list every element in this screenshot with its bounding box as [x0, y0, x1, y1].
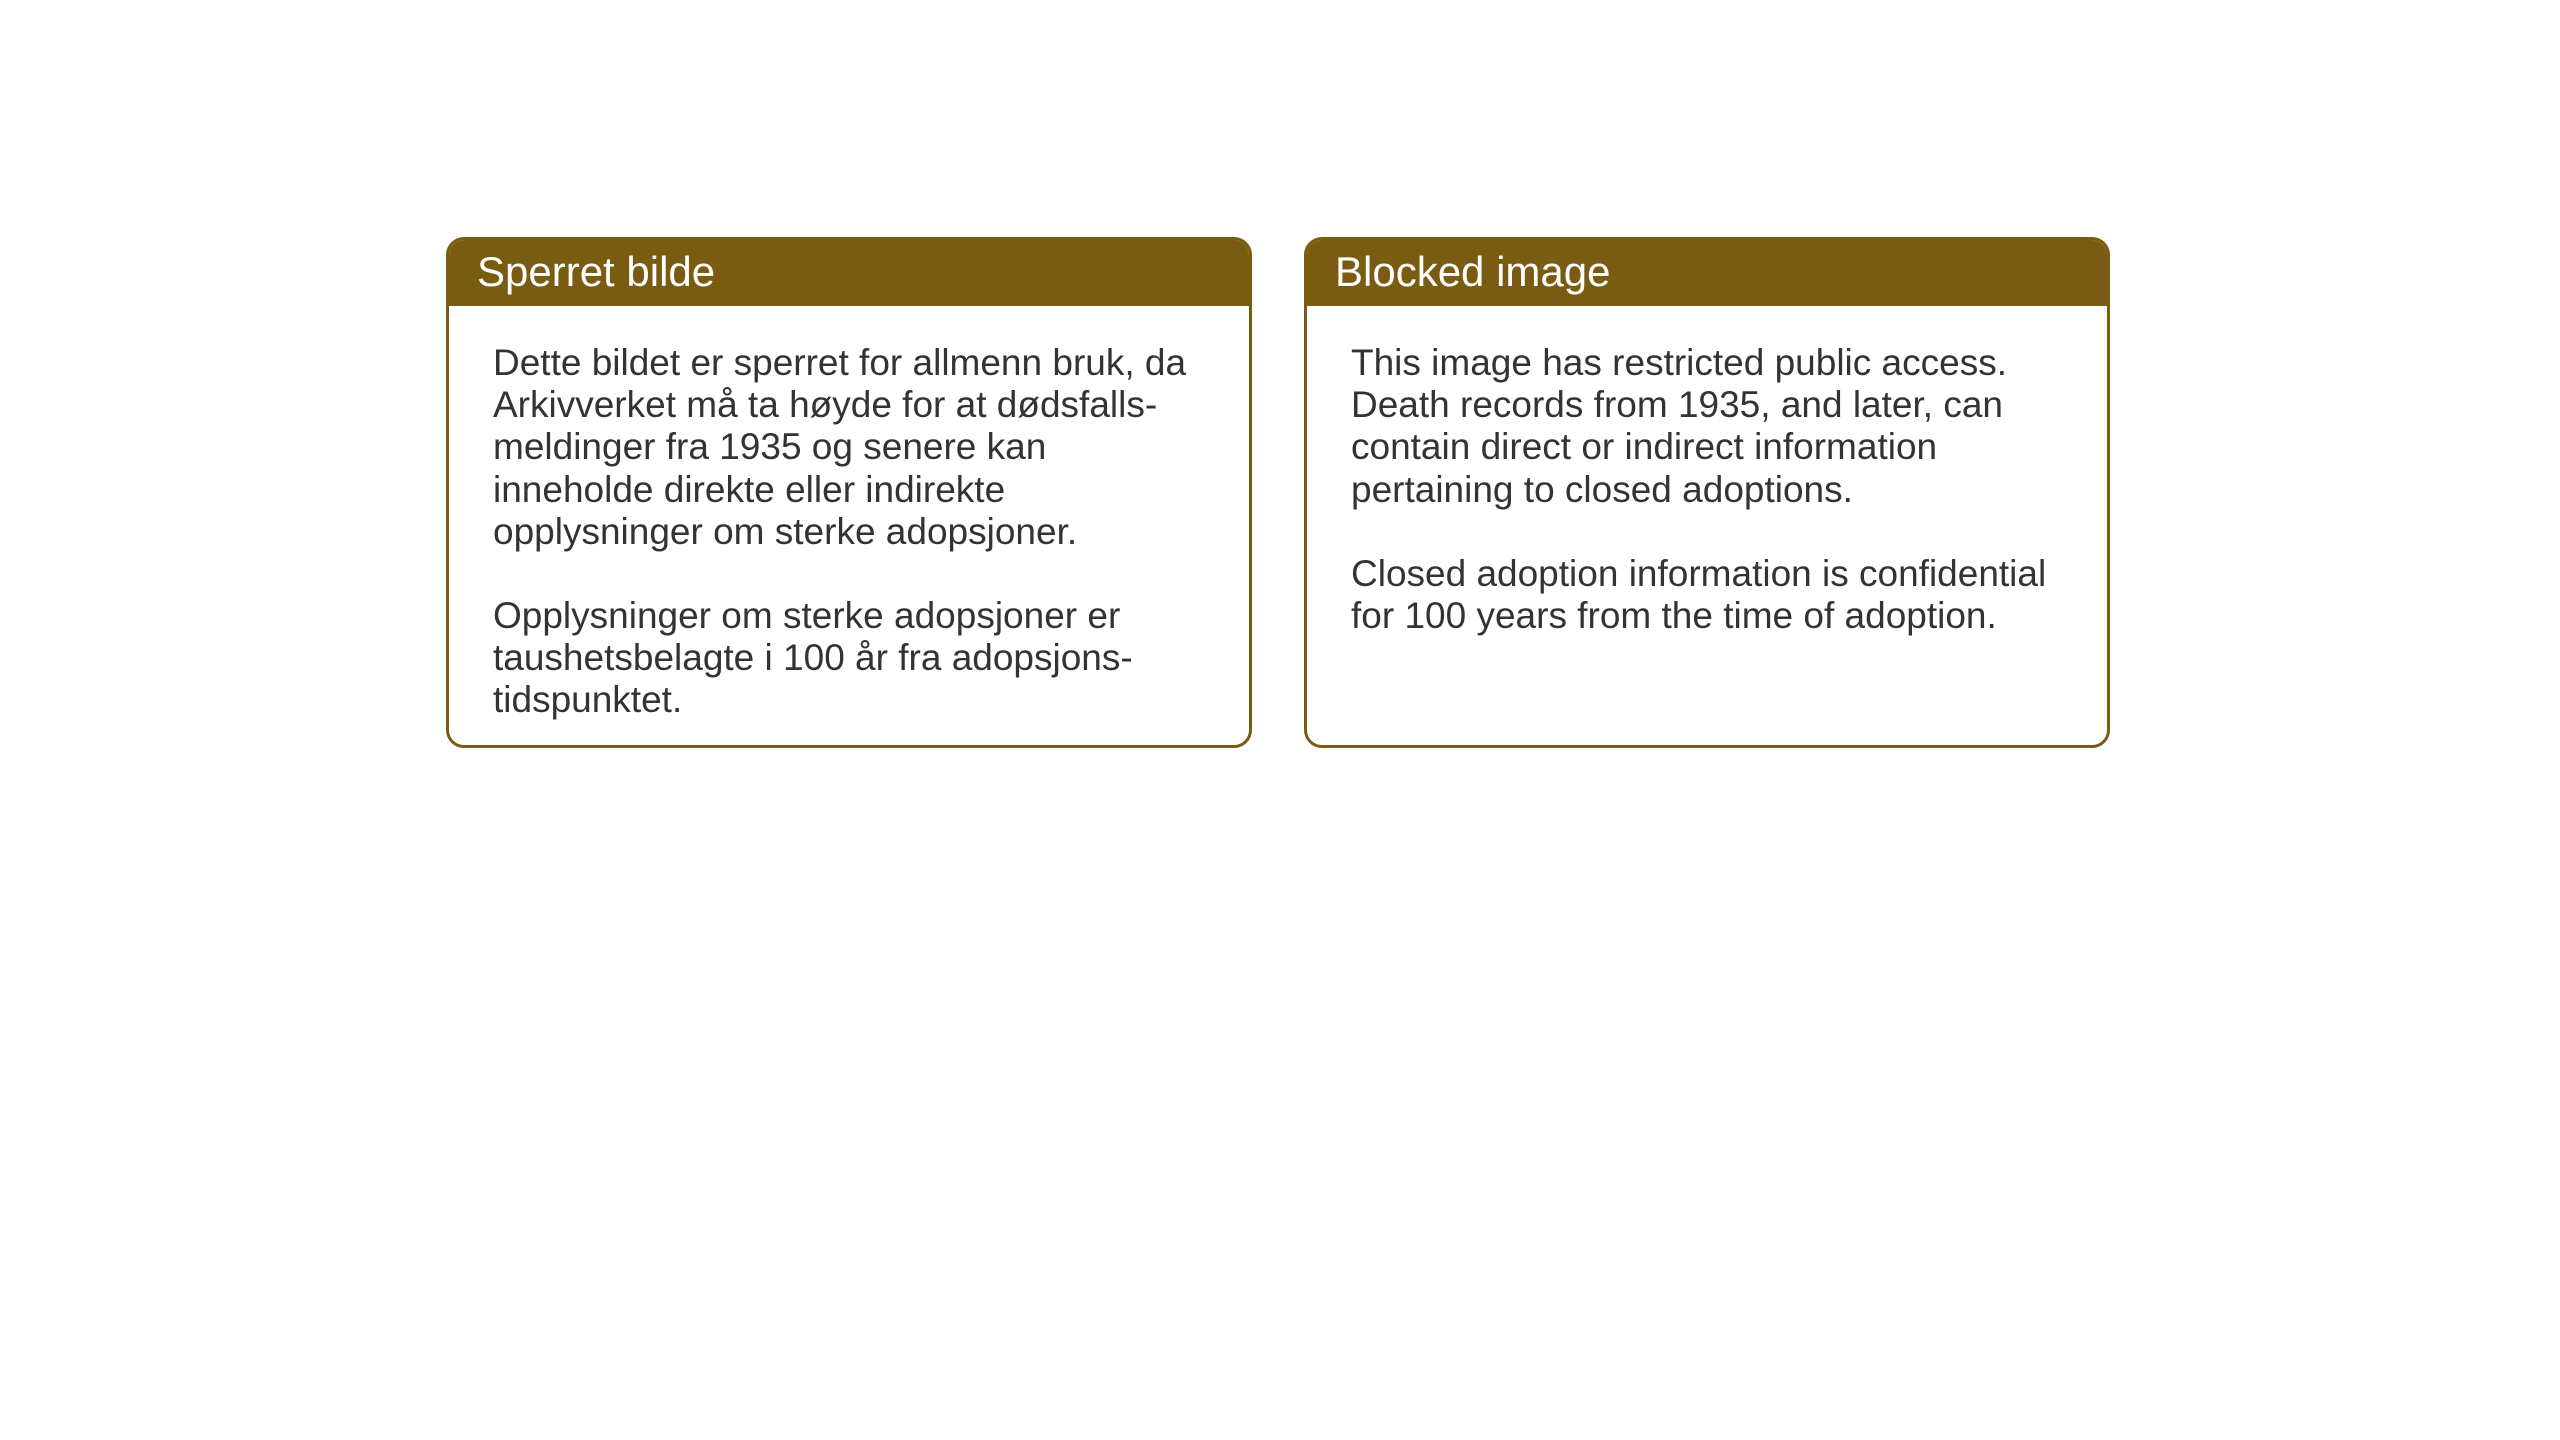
card-english: Blocked image This image has restricted … [1304, 237, 2110, 748]
card-body-norwegian: Dette bildet er sperret for allmenn bruk… [449, 306, 1249, 748]
card-norwegian: Sperret bilde Dette bildet er sperret fo… [446, 237, 1252, 748]
card-title-norwegian: Sperret bilde [477, 248, 715, 295]
card-para2-norwegian: Opplysninger om sterke adopsjoner er tau… [493, 595, 1205, 722]
cards-container: Sperret bilde Dette bildet er sperret fo… [446, 237, 2110, 748]
card-body-english: This image has restricted public access.… [1307, 306, 2107, 673]
card-header-english: Blocked image [1307, 240, 2107, 306]
card-para2-english: Closed adoption information is confident… [1351, 553, 2063, 637]
card-para1-norwegian: Dette bildet er sperret for allmenn bruk… [493, 342, 1205, 553]
card-header-norwegian: Sperret bilde [449, 240, 1249, 306]
card-title-english: Blocked image [1335, 248, 1610, 295]
card-para1-english: This image has restricted public access.… [1351, 342, 2063, 511]
